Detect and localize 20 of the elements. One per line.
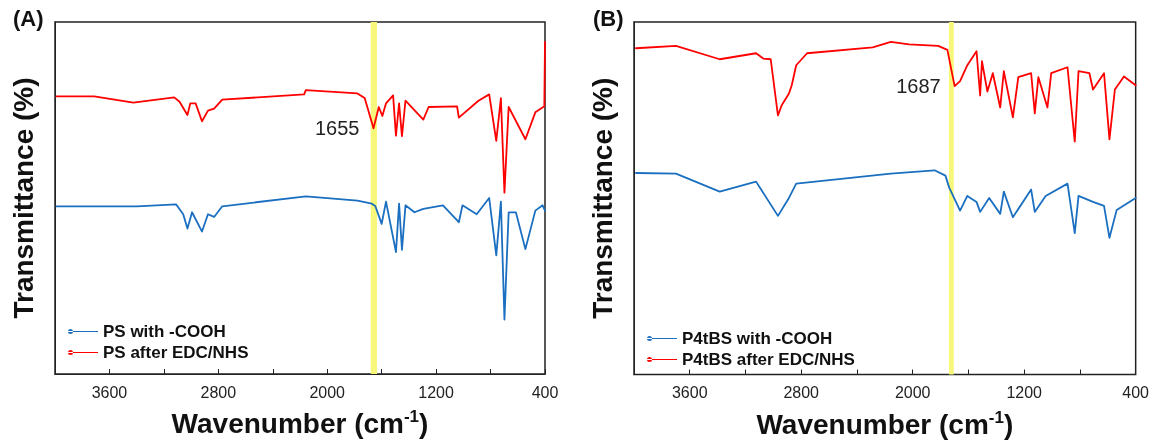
- x-tick-label: 400: [1122, 384, 1150, 401]
- y-axis-title: Transmittance (%): [7, 77, 39, 319]
- x-tick-label: 400: [531, 383, 559, 401]
- x-tick-label: 3600: [671, 384, 708, 401]
- legend-label: PS with -COOH: [103, 322, 226, 341]
- x-tick-label: 2000: [309, 383, 346, 401]
- x-tick-label: 2800: [783, 384, 820, 401]
- y-axis-title: Transmittance (%): [586, 77, 618, 319]
- annotation: 1655: [315, 117, 360, 140]
- x-tick-label: 1200: [418, 383, 455, 401]
- x-tick-label: 2000: [894, 384, 931, 401]
- legend-label: P4tBS after EDC/NHS: [682, 350, 855, 369]
- x-tick-label: 2800: [200, 383, 237, 401]
- legend-label: PS after EDC/NHS: [103, 343, 249, 362]
- x-tick-label: 3600: [91, 383, 128, 401]
- chart-title: (B): [593, 5, 624, 31]
- annotation: 1687: [896, 75, 941, 98]
- chart-title: (A): [13, 5, 44, 31]
- legend-label: P4tBS with -COOH: [682, 329, 833, 348]
- x-tick-label: 1200: [1006, 384, 1043, 401]
